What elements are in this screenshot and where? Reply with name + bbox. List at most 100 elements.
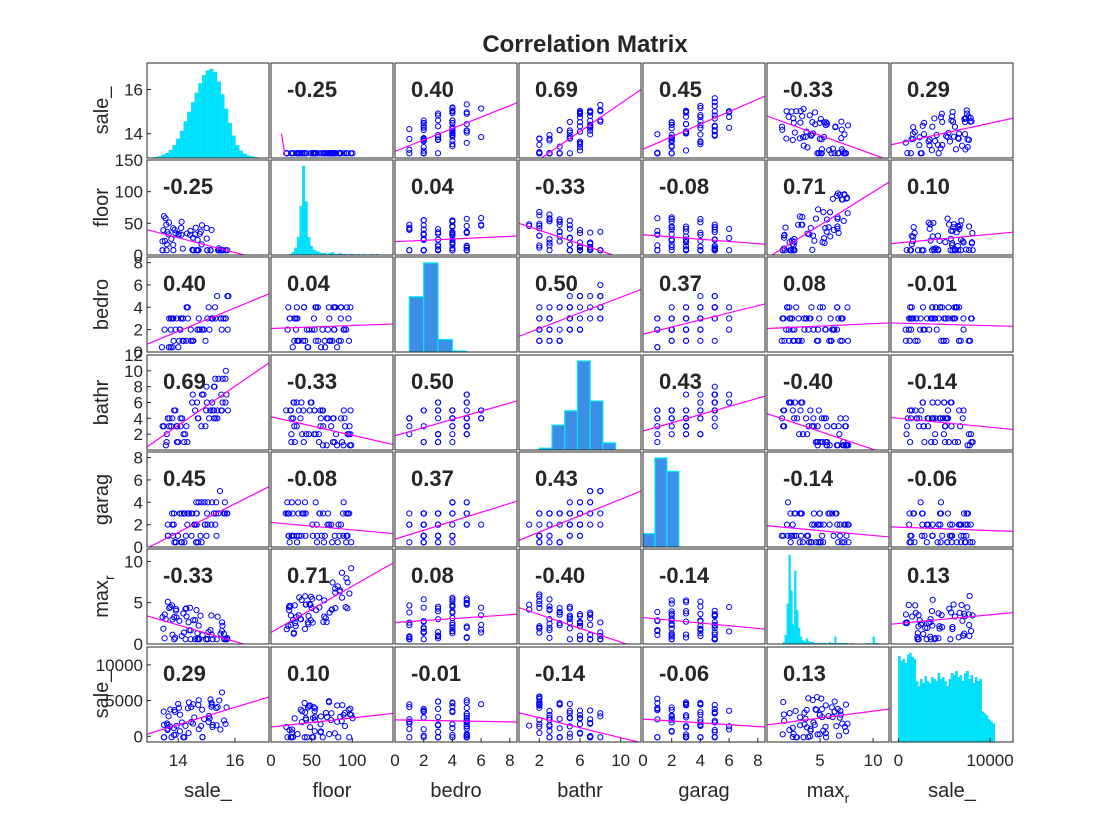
scatter-point: [449, 241, 456, 248]
scatter-point: [835, 423, 842, 430]
scatter-point: [306, 407, 313, 414]
scatter-point: [697, 431, 704, 438]
panel-r4-c6: -0.06: [890, 451, 1014, 548]
scatter-point: [937, 499, 945, 506]
scatter-point: [218, 689, 226, 696]
scatter-point: [654, 734, 661, 741]
scatter-point: [799, 539, 806, 546]
scatter-point: [420, 126, 427, 134]
scatter-point: [406, 619, 413, 626]
scatter-point: [449, 621, 456, 629]
fit-line: [767, 708, 889, 726]
scatter-point: [338, 594, 346, 601]
scatter-point: [654, 608, 661, 616]
scatter-point: [944, 407, 952, 414]
scatter-point: [175, 704, 183, 711]
row-label: maxr: [91, 575, 117, 618]
histogram-bar: [915, 681, 919, 742]
scatter-point: [212, 375, 219, 382]
scatter-point: [945, 438, 952, 446]
scatter-point: [195, 499, 202, 506]
scatter-point: [177, 315, 185, 322]
scatter-point: [949, 315, 956, 322]
panel-r2-c1: 0.04: [270, 256, 394, 353]
y-tick-label: 6: [134, 394, 143, 413]
scatter-point: [576, 293, 584, 300]
scatter-point: [463, 244, 470, 251]
scatter-point: [449, 217, 456, 224]
scatter-point: [210, 407, 218, 414]
scatter-point: [711, 99, 718, 106]
correlation-label: 0.50: [535, 271, 578, 296]
scatter-point: [315, 337, 322, 344]
scatter-point: [726, 124, 733, 131]
scatter-point: [566, 499, 573, 506]
scatter-point: [961, 630, 968, 637]
fit-line: [395, 400, 517, 437]
scatter-point: [587, 131, 594, 138]
correlation-label: 0.45: [163, 466, 206, 491]
scatter-point: [449, 236, 456, 244]
x-tick-label: 16: [225, 751, 244, 770]
scatter-point: [813, 706, 820, 714]
scatter-point: [844, 304, 851, 311]
panel-r1-c2: 0.04: [394, 159, 518, 256]
scatter-point: [949, 623, 956, 631]
correlation-label: -0.06: [659, 661, 709, 686]
scatter-point: [836, 521, 844, 528]
histogram-bar: [564, 410, 579, 450]
correlation-label: 0.71: [287, 563, 330, 588]
histogram-bar: [202, 75, 207, 158]
scatter-point: [668, 304, 675, 311]
scatter-point: [810, 510, 818, 517]
scatter-point: [556, 725, 563, 732]
scatter-point: [780, 711, 788, 718]
scatter-point: [668, 337, 675, 344]
scatter-point: [434, 226, 442, 233]
scatter-point: [463, 247, 470, 254]
scatter-point: [833, 304, 841, 311]
scatter-point: [170, 247, 177, 254]
scatter-point: [293, 304, 300, 311]
scatter-point: [951, 438, 959, 446]
scatter-point: [536, 702, 543, 709]
scatter-point: [587, 636, 594, 643]
scatter-point: [434, 110, 442, 117]
scatter-point: [668, 138, 675, 145]
fit-line: [280, 133, 286, 156]
scatter-point: [932, 431, 939, 438]
scatter-point: [682, 246, 690, 253]
scatter-point: [914, 337, 921, 344]
scatter-point: [307, 593, 314, 600]
panel-r1-c0: -0.25: [146, 159, 270, 256]
scatter-point: [814, 326, 822, 333]
scatter-point: [160, 708, 167, 715]
panel-content: [271, 399, 393, 449]
fit-line: [891, 117, 1013, 146]
scatter-point: [193, 607, 200, 614]
scatter-point: [566, 532, 573, 539]
x-tick-label: 0: [390, 751, 399, 770]
scatter-point: [406, 510, 413, 517]
y-tick-label: 0: [134, 538, 143, 557]
column-label: sale_: [928, 780, 977, 802]
scatter-point: [711, 631, 718, 638]
scatter-point: [331, 438, 338, 446]
panel-frame: [518, 451, 642, 548]
scatter-point: [959, 617, 966, 624]
scatter-point: [317, 713, 325, 720]
scatter-point: [345, 315, 352, 322]
scatter-point: [546, 521, 553, 528]
fit-line: [643, 303, 765, 335]
panel-content: [767, 399, 877, 450]
panel-content: [643, 597, 765, 643]
panel-r6-c4: -0.06: [642, 646, 766, 743]
scatter-point: [191, 521, 198, 528]
scatter-point: [546, 337, 553, 344]
x-tick-label: 4: [448, 751, 457, 770]
scatter-point: [817, 115, 824, 123]
scatter-point: [420, 532, 427, 539]
fit-line: [643, 616, 765, 630]
scatter-point: [835, 732, 843, 739]
scatter-point: [920, 423, 927, 430]
